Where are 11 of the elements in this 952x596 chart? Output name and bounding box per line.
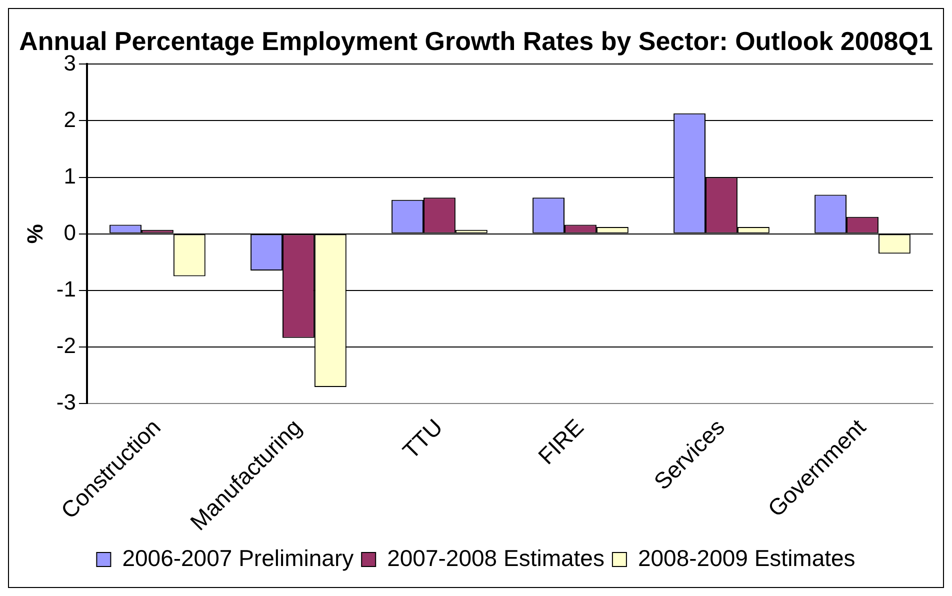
y-tick-label: -3 xyxy=(56,389,76,414)
y-tick-label: -1 xyxy=(56,276,76,302)
legend-label: 2006-2007 Preliminary xyxy=(122,544,354,571)
y-tick-label: 2 xyxy=(64,106,76,132)
y-tick-label: 0 xyxy=(64,220,76,245)
legend-label: 2008-2009 Estimates xyxy=(638,544,856,571)
x-tick-label: TTU xyxy=(397,414,448,464)
y-tick-label: 1 xyxy=(64,163,76,188)
y-tick-label: -2 xyxy=(56,332,76,358)
y-axis-title: % xyxy=(22,224,48,244)
legend-label: 2007-2008 Estimates xyxy=(387,544,604,571)
